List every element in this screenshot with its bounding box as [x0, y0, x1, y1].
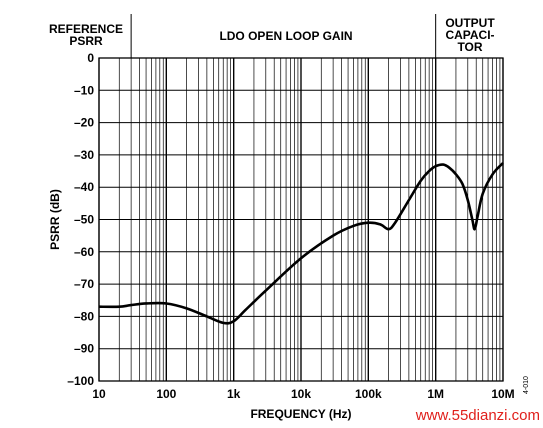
region-label: LDO OPEN LOOP GAIN	[219, 29, 352, 43]
x-tick-label: 100k	[355, 387, 382, 401]
y-tick-labels: 0 –10 –20 –30 –40 –50 –60 –70 –80 –90 –100	[67, 51, 94, 388]
y-axis-title: PSRR (dB)	[48, 189, 62, 250]
x-tick-label: 100	[156, 387, 176, 401]
y-tick-label: –60	[74, 245, 94, 259]
x-tick-label: 10	[92, 387, 106, 401]
y-tick-label: –20	[74, 116, 94, 130]
region-label: TOR	[457, 40, 482, 54]
y-tick-label: 0	[87, 51, 94, 65]
y-tick-label: –70	[74, 277, 94, 291]
region-label: REFERENCE	[49, 22, 123, 36]
y-tick-label: –90	[74, 342, 94, 356]
watermark: www.55dianzi.com	[415, 407, 540, 424]
x-tick-label: 1k	[227, 387, 241, 401]
x-tick-labels: 10 100 1k 10k 100k 1M 10M	[92, 387, 514, 401]
region-label: PSRR	[69, 34, 103, 48]
x-tick-label: 1M	[427, 387, 444, 401]
psrr-line	[98, 162, 504, 325]
x-tick-label: 10M	[491, 387, 514, 401]
figure-id: 4-010	[523, 376, 530, 394]
y-tick-label: –30	[74, 148, 94, 162]
psrr-curve	[98, 162, 504, 325]
y-tick-label: –80	[74, 309, 94, 323]
y-tick-label: –50	[74, 213, 94, 227]
y-tick-label: –100	[67, 374, 94, 388]
region-label: CAPACI-	[445, 28, 494, 42]
region-dividers	[130, 14, 437, 58]
plot-frame	[98, 57, 504, 382]
x-tick-label: 10k	[291, 387, 311, 401]
chart-grid	[98, 57, 504, 382]
y-tick-label: –40	[74, 180, 94, 194]
region-label: OUTPUT	[445, 16, 495, 30]
x-axis-title: FREQUENCY (Hz)	[250, 407, 351, 421]
y-tick-label: –10	[74, 83, 94, 97]
